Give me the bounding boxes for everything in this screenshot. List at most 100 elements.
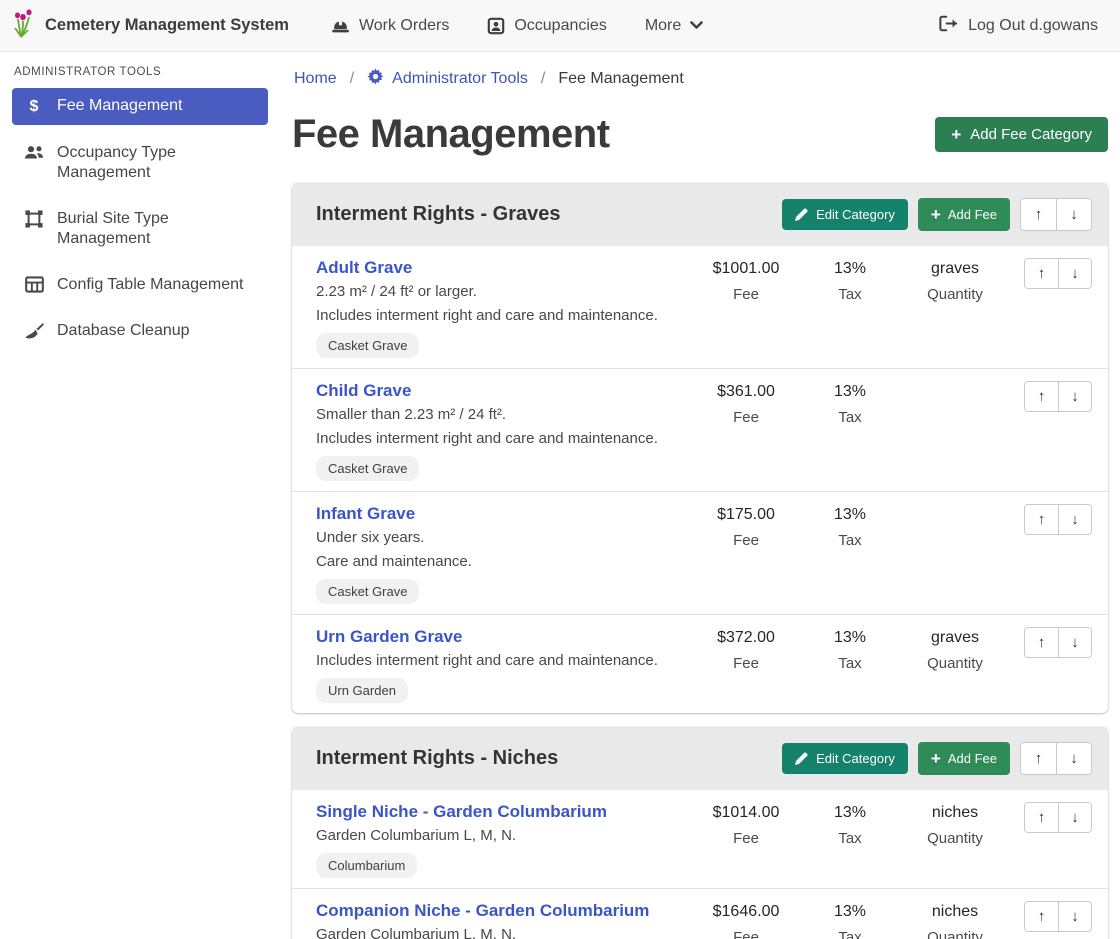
move-fee-up-button[interactable]: ↑ [1025,382,1058,411]
nav-item-label: More [645,17,681,35]
fee-quantity-unit: graves [900,628,1010,648]
move-fee-up-button[interactable]: ↑ [1025,628,1058,657]
breadcrumb-separator: / [541,70,545,88]
fee-quantity-column: graves Quantity [900,257,1010,303]
hard-hat-icon [331,18,350,34]
move-fee-up-button[interactable]: ↑ [1025,259,1058,288]
fee-row: Infant Grave Under six years.Care and ma… [292,491,1108,614]
fee-tax-column: 13% Tax [800,626,900,672]
fee-amount-column: $1014.00 Fee [692,801,800,847]
fee-tax: 13% [800,382,900,402]
fee-name-link[interactable]: Urn Garden Grave [316,626,462,647]
plus-icon: + [951,126,961,143]
chevron-down-icon [690,21,703,30]
fee-tax-label: Tax [800,655,900,672]
fee-name-link[interactable]: Single Niche - Garden Columbarium [316,801,607,822]
add-fee-button[interactable]: + Add Fee [918,198,1010,231]
move-category-up-button[interactable]: ↑ [1021,743,1056,774]
move-category-down-button[interactable]: ↓ [1056,199,1091,230]
logout-button[interactable]: Log Out d.gowans [939,15,1098,37]
move-category-up-button[interactable]: ↑ [1021,199,1056,230]
breadcrumb-current: Fee Management [558,70,683,88]
fee-tag: Casket Grave [316,333,419,358]
breadcrumb-home-link[interactable]: Home [294,70,337,88]
sidebar: ADMINISTRATOR TOOLS $ Fee Management Occ… [0,52,280,359]
sidebar-heading: ADMINISTRATOR TOOLS [12,64,268,88]
sidebar-item-label: Fee Management [57,96,182,116]
logout-label: Log Out d.gowans [968,17,1098,35]
add-fee-label: Add Fee [948,751,997,766]
fee-quantity-column: niches Quantity [900,801,1010,847]
add-fee-button[interactable]: + Add Fee [918,742,1010,775]
fee-tags: Casket Grave [316,577,684,604]
fee-amount-column: $361.00 Fee [692,380,800,426]
category-reorder-controls: ↑ ↓ [1020,742,1092,775]
edit-category-label: Edit Category [816,207,895,222]
fee-tag: Casket Grave [316,579,419,604]
add-fee-category-button[interactable]: + Add Fee Category [935,117,1108,152]
fee-reorder-controls: ↑ ↓ [1024,381,1092,412]
fee-amount-column: $1001.00 Fee [692,257,800,303]
fee-tag: Columbarium [316,853,417,878]
fee-tags: Columbarium [316,851,684,878]
fee-tax-column: 13% Tax [800,380,900,426]
fee-amount: $1014.00 [692,803,800,823]
fee-reorder-controls: ↑ ↓ [1024,627,1092,658]
sidebar-item-database-cleanup[interactable]: Database Cleanup [12,313,268,349]
fee-row: Child Grave Smaller than 2.23 m² / 24 ft… [292,368,1108,491]
move-fee-up-button[interactable]: ↑ [1025,902,1058,931]
fee-amount: $1646.00 [692,902,800,922]
sidebar-item-label: Config Table Management [57,275,244,295]
fee-descriptions: Under six years.Care and maintenance. [316,529,684,570]
fee-reorder-controls: ↑ ↓ [1024,802,1092,833]
breadcrumb-admin-tools-link[interactable]: Administrator Tools [367,68,528,90]
fee-tax: 13% [800,628,900,648]
move-fee-up-button[interactable]: ↑ [1025,803,1058,832]
fee-quantity-unit: graves [900,259,1010,279]
fee-name-link[interactable]: Infant Grave [316,503,415,524]
category-header: Interment Rights - Niches Edit Category … [292,727,1108,790]
fee-main: Child Grave Smaller than 2.23 m² / 24 ft… [316,380,692,481]
sidebar-item-fee-management[interactable]: $ Fee Management [12,88,268,125]
fee-name-link[interactable]: Adult Grave [316,257,412,278]
fee-name-link[interactable]: Companion Niche - Garden Columbarium [316,900,649,921]
move-fee-down-button[interactable]: ↓ [1058,382,1091,411]
fee-row: Companion Niche - Garden Columbarium Gar… [292,888,1108,939]
move-fee-down-button[interactable]: ↓ [1058,259,1091,288]
sidebar-item-burial-site-type-management[interactable]: Burial Site Type Management [12,201,268,257]
fee-tax-column: 13% Tax [800,257,900,303]
move-fee-down-button[interactable]: ↓ [1058,628,1091,657]
plus-icon: + [931,206,941,223]
fee-quantity-column: graves Quantity [900,626,1010,672]
fee-description: Includes interment right and care and ma… [316,307,684,324]
move-fee-up-button[interactable]: ↑ [1025,505,1058,534]
edit-category-button[interactable]: Edit Category [782,743,908,774]
brand[interactable]: Cemetery Management System [12,8,289,43]
nav-item-occupancies[interactable]: Occupancies [487,17,607,35]
nav-item-more[interactable]: More [645,17,703,35]
fee-main: Single Niche - Garden Columbarium Garden… [316,801,692,878]
fee-main: Companion Niche - Garden Columbarium Gar… [316,900,692,939]
fee-descriptions: Includes interment right and care and ma… [316,652,684,669]
fee-descriptions: Smaller than 2.23 m² / 24 ft².Includes i… [316,406,684,447]
nav-item-label: Occupancies [514,17,607,35]
breadcrumb: Home / Administrator Tools / Fee Managem… [292,66,1108,90]
nav-item-work-orders[interactable]: Work Orders [331,17,449,35]
fee-row: Adult Grave 2.23 m² / 24 ft² or larger.I… [292,246,1108,368]
fee-name-link[interactable]: Child Grave [316,380,411,401]
sidebar-item-config-table-management[interactable]: Config Table Management [12,267,268,303]
categories: Interment Rights - Graves Edit Category … [292,183,1108,939]
sidebar-item-occupancy-type-management[interactable]: Occupancy Type Management [12,135,268,191]
fee-amount-label: Fee [692,409,800,426]
edit-category-button[interactable]: Edit Category [782,199,908,230]
sidebar-item-label: Burial Site Type Management [57,209,247,249]
move-fee-down-button[interactable]: ↓ [1058,803,1091,832]
gear-icon [367,68,384,90]
move-fee-down-button[interactable]: ↓ [1058,505,1091,534]
navbar: Cemetery Management System Work Orders O… [0,0,1120,52]
move-category-down-button[interactable]: ↓ [1056,743,1091,774]
fee-amount-column: $1646.00 Fee [692,900,800,939]
fee-quantity-label: Quantity [900,929,1010,939]
move-fee-down-button[interactable]: ↓ [1058,902,1091,931]
fee-amount-label: Fee [692,532,800,549]
